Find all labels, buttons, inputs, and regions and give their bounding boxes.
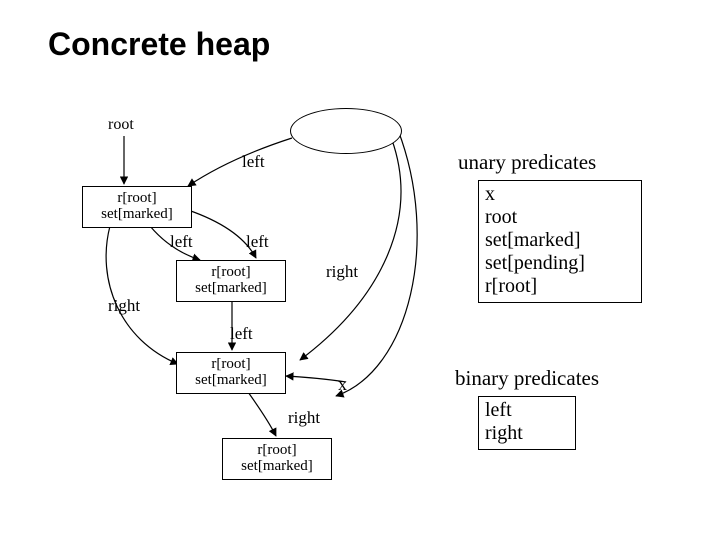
predicate-item: root	[485, 206, 635, 229]
edge-label-right: right	[326, 262, 358, 282]
node-line: r[root]	[211, 357, 250, 373]
unary-heading: unary predicates	[458, 150, 596, 175]
predicate-item: x	[485, 183, 635, 206]
edge-label-right: right	[288, 408, 320, 428]
edge-label-left: left	[242, 152, 265, 172]
empty-node-ellipse	[290, 108, 402, 154]
page-title: Concrete heap	[48, 26, 270, 63]
binary-heading: binary predicates	[455, 366, 599, 391]
root-label: root	[108, 116, 134, 134]
edge-label-left: left	[230, 324, 253, 344]
heap-node: r[root] set[marked]	[82, 186, 192, 228]
predicate-item: set[marked]	[485, 229, 635, 252]
x-marker: x	[338, 374, 347, 395]
node-line: set[marked]	[195, 281, 267, 297]
predicate-item: right	[485, 422, 569, 445]
predicate-item: left	[485, 399, 569, 422]
predicate-item: r[root]	[485, 275, 635, 298]
heap-node: r[root] set[marked]	[222, 438, 332, 480]
node-line: set[marked]	[195, 373, 267, 389]
node-line: set[marked]	[101, 207, 173, 223]
heap-node: r[root] set[marked]	[176, 352, 286, 394]
node-line: r[root]	[117, 191, 156, 207]
predicate-item: set[pending]	[485, 252, 635, 275]
unary-predicates-box: x root set[marked] set[pending] r[root]	[478, 180, 642, 303]
node-line: set[marked]	[241, 459, 313, 475]
edge-label-right: right	[108, 296, 140, 316]
heap-node: r[root] set[marked]	[176, 260, 286, 302]
node-line: r[root]	[211, 265, 250, 281]
edge-label-left: left	[170, 232, 193, 252]
node-line: r[root]	[257, 443, 296, 459]
edge-label-left: left	[246, 232, 269, 252]
binary-predicates-box: left right	[478, 396, 576, 450]
